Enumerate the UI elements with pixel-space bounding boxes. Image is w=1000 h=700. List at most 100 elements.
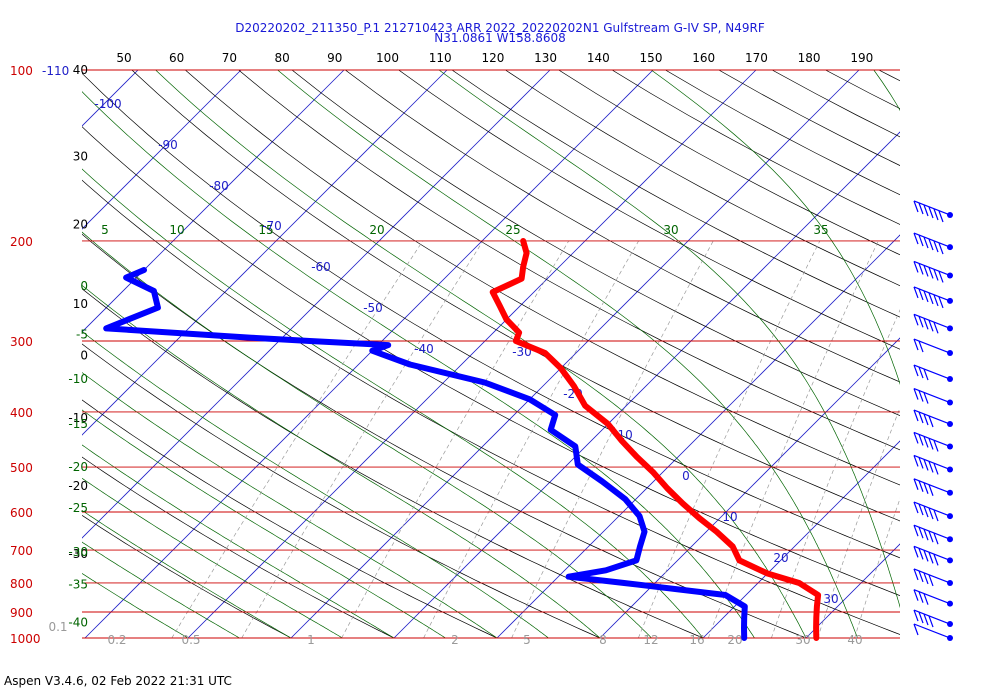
mixing-ratio-label: 1: [307, 633, 315, 647]
top-scale-label: 50: [116, 51, 131, 65]
isotherm-line: [82, 70, 551, 539]
mixing-ratio-label: 8: [599, 633, 607, 647]
mixing-ratio-label: 40: [847, 633, 862, 647]
wind-barb: [913, 409, 953, 428]
moist-adiabat-line: [82, 168, 704, 638]
isotherm-line: [909, 70, 1000, 638]
moist-adiabat-line: [82, 409, 446, 638]
moist-left-label: -30: [68, 545, 88, 559]
mixing-ratio-line: [817, 406, 900, 638]
isobar-label: 300: [10, 335, 33, 349]
moist-adiabat-line: [82, 477, 343, 638]
wind-barb: [913, 589, 953, 607]
mixing-ratio-label: 0.1: [48, 620, 67, 634]
isotherm-line: [393, 131, 900, 638]
moist-top-label: 35: [813, 223, 828, 237]
moist-adiabat-line: [82, 284, 601, 638]
left-scale-label: -20: [68, 479, 88, 493]
moist-left-label: -5: [76, 327, 88, 341]
isotherm-line: [187, 70, 757, 638]
top-scale-label: 190: [850, 51, 873, 65]
moist-left-label: 0: [80, 279, 88, 293]
dry-adiabat-line: [82, 399, 498, 638]
isobar-label: 600: [10, 506, 33, 520]
wind-barb: [913, 313, 953, 334]
dry-adiabat-line: [82, 126, 900, 597]
dry-adiabat-line: [771, 70, 900, 138]
mixing-ratio-label: 2: [451, 633, 459, 647]
left-scale-label: -30: [68, 547, 88, 561]
dry-adiabat-line: [825, 70, 900, 110]
chart-title: D20220202_211350_P.1 212710423 ARR 2022_…: [235, 21, 765, 35]
moist-adiabat-line: [82, 231, 652, 638]
mixing-ratio-label: 0.5: [181, 633, 200, 647]
isotherm-line: [82, 70, 448, 436]
wind-barb: [913, 545, 953, 566]
mixing-ratio-line: [511, 240, 714, 638]
isotherm-label: 0: [682, 469, 690, 483]
left-scale-label: 20: [73, 217, 88, 231]
top-scale-label: 60: [169, 51, 184, 65]
wind-barb: [913, 568, 953, 587]
isotherm-line: [805, 543, 900, 638]
moist-left-label: -15: [68, 417, 88, 431]
top-scale-label: 100: [376, 51, 399, 65]
wind-barb: [913, 200, 953, 223]
moist-left-label: -25: [68, 501, 88, 515]
mixing-ratio-line: [854, 497, 900, 638]
isobar-label: 100: [10, 64, 33, 78]
left-scale-label: -10: [68, 411, 88, 425]
mixing-ratio-label: 5: [523, 633, 531, 647]
moist-adiabat-line: [873, 70, 900, 111]
wind-barb: [913, 609, 953, 628]
isotherm-line: [290, 70, 860, 638]
dry-adiabat-line: [291, 70, 900, 417]
wind-barb: [913, 524, 953, 545]
moist-top-label: 15: [258, 223, 273, 237]
isotherm-line: [84, 70, 654, 638]
dry-adiabat-line: [82, 233, 807, 638]
wind-barb: [913, 478, 953, 496]
isotherm-label: -90: [158, 138, 178, 152]
mixing-ratio-label: 0.2: [107, 633, 126, 647]
isobar-label: 800: [10, 577, 33, 591]
left-scale-label: 0: [80, 348, 88, 362]
isotherm-label: -60: [311, 260, 331, 274]
dry-adiabat-line: [82, 514, 292, 638]
moist-top-label: 20: [369, 223, 384, 237]
dry-adiabat-line: [185, 70, 900, 486]
wind-barb: [913, 232, 953, 255]
left-scale-label: 30: [73, 149, 88, 163]
isotherm-line: [702, 440, 900, 638]
isobar-label: 900: [10, 606, 33, 620]
moist-adiabat-line: [277, 70, 858, 638]
top-scale-label: 140: [587, 51, 610, 65]
wind-barb: [913, 286, 953, 309]
top-scale-label: 120: [481, 51, 504, 65]
top-scale-label: 130: [534, 51, 557, 65]
moist-top-label: 25: [505, 223, 520, 237]
wind-barb: [913, 338, 953, 357]
dry-adiabat-line: [82, 179, 900, 635]
moist-left-label: -40: [68, 616, 88, 630]
wind-barb: [913, 623, 953, 641]
mixing-ratio-label: 16: [689, 633, 704, 647]
moist-adiabat-line: [155, 70, 807, 638]
moist-top-label: 10: [169, 223, 184, 237]
isotherm-label: -40: [414, 342, 434, 356]
isotherm-label: -50: [363, 301, 383, 315]
isotherm-label: 30: [823, 592, 838, 606]
dry-adiabat-line: [238, 70, 900, 451]
wind-barb: [913, 501, 953, 522]
left-scale-label: 40: [73, 63, 88, 77]
top-scale-label: 180: [798, 51, 821, 65]
wind-barb: [913, 431, 953, 452]
mixing-ratio-label: 20: [727, 633, 742, 647]
isotherm-label: -80: [209, 179, 229, 193]
mixing-ratio-line: [241, 240, 484, 638]
top-scale-label: 160: [692, 51, 715, 65]
dry-adiabat-line: [82, 72, 900, 559]
isotherm-line: [599, 337, 900, 638]
mixing-ratio-label: 12: [643, 633, 658, 647]
